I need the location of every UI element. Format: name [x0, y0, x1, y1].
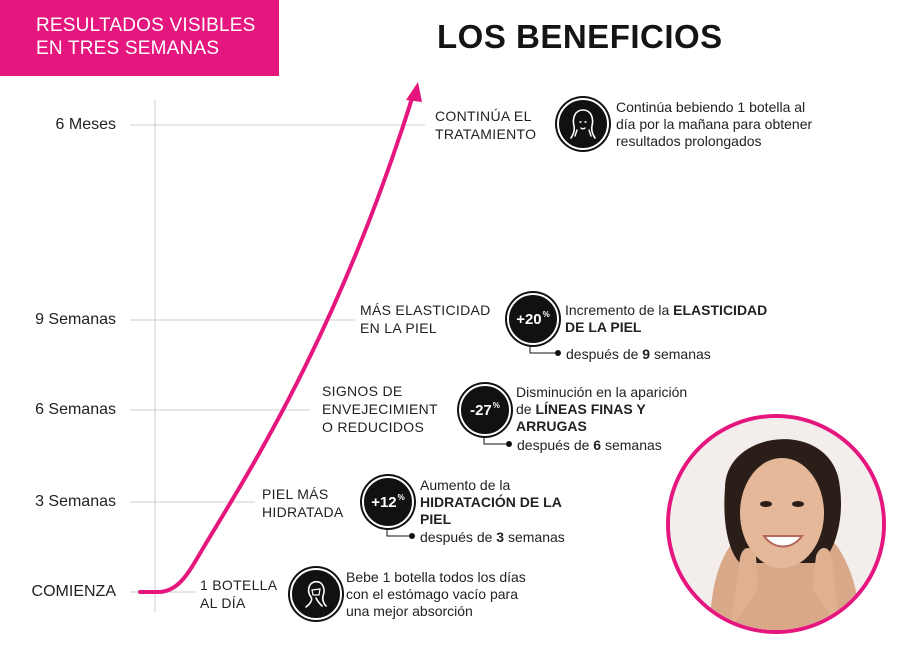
- y-label-6-months: 6 Meses: [55, 116, 116, 133]
- after-6-weeks: después de 6 semanas: [517, 437, 662, 453]
- y-label-6-weeks: 6 Semanas: [35, 401, 116, 418]
- hydration-percent-badge: +12%: [362, 476, 414, 528]
- woman-silhouette-icon: [290, 568, 342, 620]
- y-label-9-weeks: 9 Semanas: [35, 311, 116, 328]
- growth-curve: [138, 90, 416, 594]
- bullet-dot: [506, 441, 512, 447]
- smiling-woman-photo: [666, 414, 886, 634]
- step-desc-aging: Disminución en la aparición de LÍNEAS FI…: [516, 384, 688, 434]
- after-3-weeks: después de 3 semanas: [420, 529, 565, 545]
- wrinkles-percent-badge: -27%: [459, 384, 511, 436]
- step-label-continue: CONTINÚA EL TRATAMIENTO: [435, 108, 537, 142]
- step-desc-elasticity: Incremento de la ELASTICIDAD DE LA PIEL: [565, 302, 768, 335]
- elasticity-percent-badge: +20%: [507, 293, 559, 345]
- arrow-head: [406, 82, 422, 102]
- step-desc-hydrated: Aumento de la HIDRATACIÓN DE LA PIEL: [420, 477, 562, 527]
- banner-line-2: EN TRES SEMANAS: [36, 38, 220, 59]
- step-desc-start: Bebe 1 botella todos los días con el est…: [346, 569, 526, 619]
- y-label-3-weeks: 3 Semanas: [35, 493, 116, 510]
- woman-face-icon: [557, 98, 609, 150]
- step-label-aging: SIGNOS DE ENVEJECIMIENT O REDUCIDOS: [322, 383, 438, 435]
- after-9-weeks: después de 9 semanas: [566, 346, 711, 362]
- bullet-dot: [555, 350, 561, 356]
- step-label-elasticity: MÁS ELASTICIDAD EN LA PIEL: [360, 302, 491, 336]
- step-label-start: 1 BOTELLA AL DÍA: [200, 577, 278, 611]
- header-banner: RESULTADOS VISIBLES EN TRES SEMANAS: [0, 0, 279, 76]
- banner-line-1: RESULTADOS VISIBLES: [36, 15, 256, 36]
- y-label-start: COMIENZA: [31, 583, 116, 600]
- bullet-dot: [409, 533, 415, 539]
- step-label-hydrated: PIEL MÁS HIDRATADA: [262, 486, 344, 520]
- step-desc-continue: Continúa bebiendo 1 botella al día por l…: [616, 99, 813, 149]
- page-title: LOS BENEFICIOS: [437, 18, 723, 55]
